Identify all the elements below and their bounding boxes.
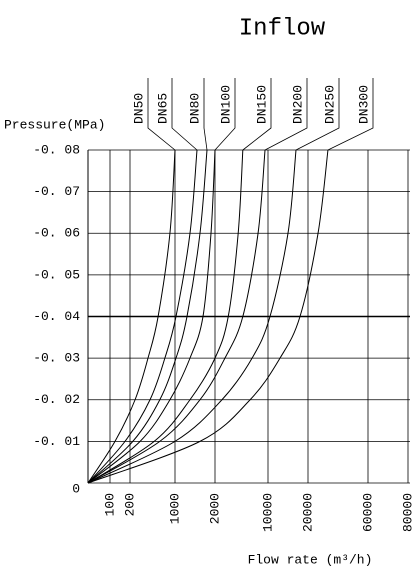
x-axis-label: Flow rate (m³/h)	[248, 552, 373, 567]
y-tick-label: -0. 06	[33, 226, 80, 241]
series-line	[87, 149, 329, 484]
y-tick-label: -0. 05	[33, 267, 80, 282]
series-line	[87, 149, 216, 484]
series-line	[87, 149, 244, 484]
x-tick-label: 2000	[207, 493, 222, 524]
x-tick-label: 200	[122, 493, 137, 516]
x-tick-label: 20000	[300, 493, 315, 532]
x-tick-label: 100	[102, 493, 117, 516]
leader-line	[295, 78, 340, 151]
x-tick-label: 10000	[260, 493, 275, 532]
y-tick-label: -0. 07	[33, 184, 80, 199]
y-tick-label: 0	[72, 481, 80, 496]
y-tick-label: -0. 04	[33, 309, 80, 324]
y-axis-label: Pressure(MPa)	[4, 117, 105, 132]
x-tick-label: 80000	[400, 493, 415, 532]
x-tick-label: 1000	[167, 493, 182, 524]
chart-title: Inflow	[239, 15, 326, 42]
series-line	[87, 149, 198, 484]
series-line	[87, 149, 297, 484]
series-label: DN250	[322, 85, 337, 124]
series-label: DN65	[155, 93, 170, 124]
leader-line	[171, 78, 198, 151]
leader-line	[327, 78, 374, 151]
series-label: DN80	[187, 93, 202, 124]
series-label: DN100	[218, 85, 233, 124]
series-label: DN300	[356, 85, 371, 124]
y-tick-label: -0. 08	[33, 142, 80, 157]
series-label: DN150	[254, 85, 269, 124]
x-tick-label: 60000	[360, 493, 375, 532]
leader-line	[214, 78, 236, 151]
leader-line	[203, 78, 208, 151]
y-tick-label: -0. 01	[33, 434, 80, 449]
y-tick-label: -0. 03	[33, 351, 80, 366]
leader-line	[264, 78, 308, 151]
series-label: DN50	[131, 93, 146, 124]
series-line	[87, 149, 176, 484]
leader-line	[147, 78, 176, 151]
series-label: DN200	[290, 85, 305, 124]
leader-line	[242, 78, 272, 151]
series-line	[87, 149, 208, 484]
y-tick-label: -0. 02	[33, 392, 80, 407]
series-line	[87, 149, 266, 484]
